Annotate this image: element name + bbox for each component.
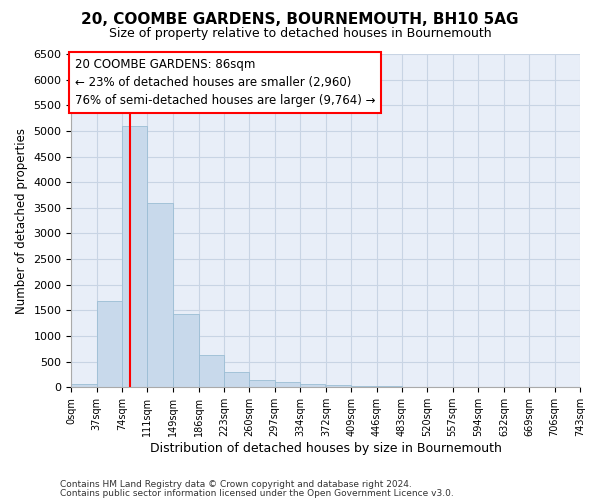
Text: 20, COOMBE GARDENS, BOURNEMOUTH, BH10 5AG: 20, COOMBE GARDENS, BOURNEMOUTH, BH10 5A… [81, 12, 519, 28]
Bar [97, 301, 122, 387]
Bar [275, 382, 300, 387]
Bar [71, 384, 97, 387]
Bar [199, 356, 224, 387]
Text: 20 COOMBE GARDENS: 86sqm
← 23% of detached houses are smaller (2,960)
76% of sem: 20 COOMBE GARDENS: 86sqm ← 23% of detach… [75, 58, 376, 107]
Bar [224, 372, 250, 387]
Bar [250, 380, 275, 387]
Bar [352, 386, 377, 387]
Y-axis label: Number of detached properties: Number of detached properties [15, 128, 28, 314]
Text: Size of property relative to detached houses in Bournemouth: Size of property relative to detached ho… [109, 28, 491, 40]
Bar [122, 126, 148, 387]
Bar [326, 385, 352, 387]
Bar [148, 202, 173, 387]
Text: Contains public sector information licensed under the Open Government Licence v3: Contains public sector information licen… [60, 488, 454, 498]
Text: Contains HM Land Registry data © Crown copyright and database right 2024.: Contains HM Land Registry data © Crown c… [60, 480, 412, 489]
Bar [377, 386, 402, 387]
Bar [300, 384, 325, 387]
X-axis label: Distribution of detached houses by size in Bournemouth: Distribution of detached houses by size … [150, 442, 502, 455]
Bar [173, 314, 199, 387]
